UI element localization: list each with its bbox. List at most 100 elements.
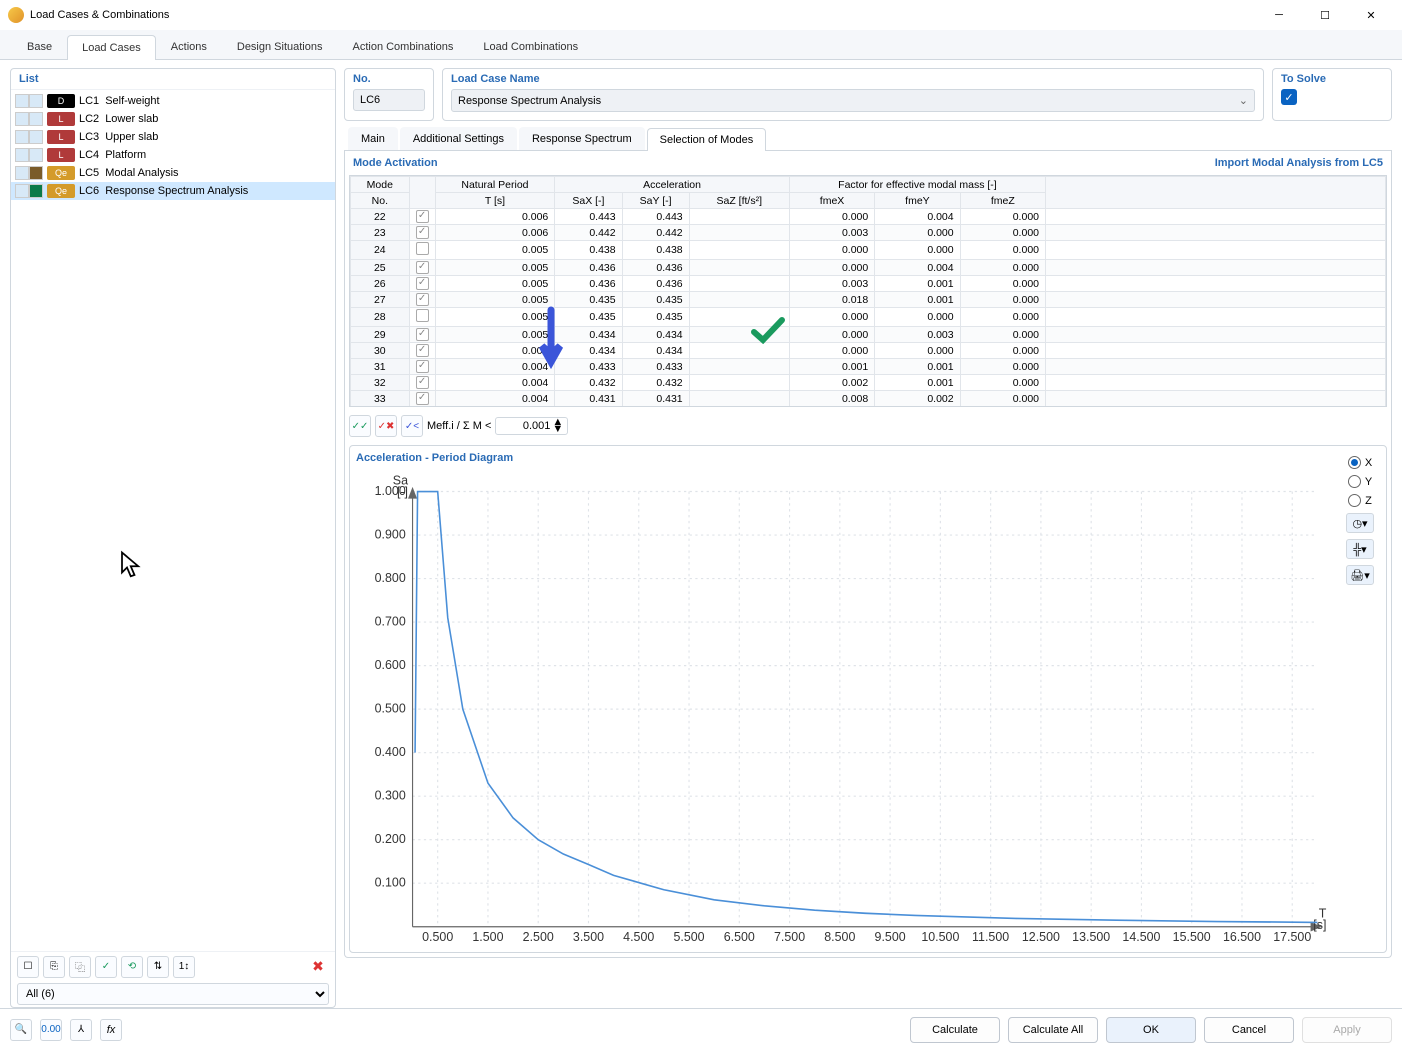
tab-load-combinations[interactable]: Load Combinations: [468, 34, 593, 59]
select-all-button[interactable]: ✓: [95, 956, 117, 978]
list-filter-select[interactable]: All (6): [17, 983, 329, 1005]
svg-text:0.100: 0.100: [375, 876, 406, 890]
mode-check-22[interactable]: [416, 210, 429, 223]
svg-text:10.500: 10.500: [921, 930, 959, 944]
search-button[interactable]: 🔍: [10, 1019, 32, 1041]
svg-text:12.500: 12.500: [1022, 930, 1060, 944]
mode-check-24[interactable]: [416, 242, 429, 255]
svg-text:16.500: 16.500: [1223, 930, 1261, 944]
tab-base[interactable]: Base: [12, 34, 67, 59]
units-button[interactable]: 0.00: [40, 1019, 62, 1041]
mode-check-33[interactable]: [416, 392, 429, 405]
cancel-button[interactable]: Cancel: [1204, 1017, 1294, 1043]
list-item-lc6[interactable]: QeLC6Response Spectrum Analysis: [11, 182, 335, 200]
tree-button[interactable]: ⅄: [70, 1019, 92, 1041]
svg-text:4.500: 4.500: [623, 930, 654, 944]
tab-actions[interactable]: Actions: [156, 34, 222, 59]
svg-text:0.500: 0.500: [375, 701, 406, 715]
svg-text:6.500: 6.500: [724, 930, 755, 944]
axis-icon[interactable]: ╬▾: [1346, 539, 1374, 559]
subtab-main[interactable]: Main: [348, 127, 398, 150]
subtab-response-spectrum[interactable]: Response Spectrum: [519, 127, 645, 150]
lc-name-dropdown[interactable]: Response Spectrum Analysis ⌄: [451, 89, 1255, 112]
mode-check-28[interactable]: [416, 309, 429, 322]
svg-text:17.500: 17.500: [1273, 930, 1311, 944]
list-item-lc5[interactable]: QeLC5Modal Analysis: [11, 164, 335, 182]
mode-check-32[interactable]: [416, 376, 429, 389]
insert-lc-button[interactable]: ⎘: [43, 956, 65, 978]
threshold-input[interactable]: ▲▼: [495, 417, 568, 435]
list-item-lc1[interactable]: DLC1Self-weight: [11, 92, 335, 110]
svg-text:0.300: 0.300: [375, 788, 406, 802]
mode-check-27[interactable]: [416, 293, 429, 306]
delete-lc-button[interactable]: ✖: [307, 956, 329, 978]
chart-title: Acceleration - Period Diagram: [356, 452, 1340, 464]
svg-text:0.700: 0.700: [375, 614, 406, 628]
print-icon[interactable]: 🖨▾: [1346, 565, 1374, 585]
copy-lc-button[interactable]: ⿻: [69, 956, 91, 978]
axis-radio-z[interactable]: Z: [1348, 494, 1372, 507]
svg-text:0.600: 0.600: [375, 658, 406, 672]
maximize-button[interactable]: ☐: [1302, 0, 1348, 30]
subtab-selection-of-modes[interactable]: Selection of Modes: [647, 128, 767, 151]
select-all-modes-button[interactable]: ✓✓: [349, 415, 371, 437]
svg-text:15.500: 15.500: [1173, 930, 1211, 944]
function-button[interactable]: fx: [100, 1019, 122, 1041]
svg-text:5.500: 5.500: [673, 930, 704, 944]
filter-modes-button[interactable]: ✓<: [401, 415, 423, 437]
svg-text:[-]: [-]: [397, 485, 408, 499]
renumber-button[interactable]: 1↕: [173, 956, 195, 978]
mode-check-23[interactable]: [416, 226, 429, 239]
svg-text:13.500: 13.500: [1072, 930, 1110, 944]
no-value[interactable]: LC6: [353, 89, 425, 111]
svg-text:0.200: 0.200: [375, 832, 406, 846]
deselect-button[interactable]: ⟲: [121, 956, 143, 978]
tab-design-situations[interactable]: Design Situations: [222, 34, 338, 59]
window-title: Load Cases & Combinations: [30, 9, 1256, 21]
new-lc-button[interactable]: ☐: [17, 956, 39, 978]
list-item-lc3[interactable]: LLC3Upper slab: [11, 128, 335, 146]
svg-text:14.500: 14.500: [1122, 930, 1160, 944]
svg-text:9.500: 9.500: [875, 930, 906, 944]
list-item-lc2[interactable]: LLC2Lower slab: [11, 110, 335, 128]
import-link[interactable]: Import Modal Analysis from LC5: [1215, 157, 1383, 169]
svg-text:2.500: 2.500: [523, 930, 554, 944]
svg-text:1.500: 1.500: [472, 930, 503, 944]
tab-action-combinations[interactable]: Action Combinations: [337, 34, 468, 59]
mode-check-30[interactable]: [416, 344, 429, 357]
sort-button[interactable]: ⇅: [147, 956, 169, 978]
svg-text:0.400: 0.400: [375, 745, 406, 759]
list-header: List: [11, 69, 335, 90]
deselect-modes-button[interactable]: ✓✖: [375, 415, 397, 437]
cursor-icon: [119, 550, 145, 587]
mode-check-29[interactable]: [416, 328, 429, 341]
minimize-button[interactable]: ─: [1256, 0, 1302, 30]
calculate-all-button[interactable]: Calculate All: [1008, 1017, 1098, 1043]
apply-button: Apply: [1302, 1017, 1392, 1043]
mode-check-26[interactable]: [416, 277, 429, 290]
svg-text:0.800: 0.800: [375, 571, 406, 585]
svg-text:8.500: 8.500: [824, 930, 855, 944]
svg-text:11.500: 11.500: [972, 930, 1009, 944]
list-item-lc4[interactable]: LLC4Platform: [11, 146, 335, 164]
close-button[interactable]: ✕: [1348, 0, 1394, 30]
svg-text:0.900: 0.900: [375, 527, 406, 541]
svg-text:7.500: 7.500: [774, 930, 805, 944]
clock-icon[interactable]: ◷▾: [1346, 513, 1374, 533]
svg-text:0.500: 0.500: [422, 930, 453, 944]
lc-name-label: Load Case Name: [451, 73, 1255, 85]
mode-check-25[interactable]: [416, 261, 429, 274]
section-title: Mode Activation: [353, 157, 438, 169]
mode-check-31[interactable]: [416, 360, 429, 373]
tab-load-cases[interactable]: Load Cases: [67, 35, 156, 60]
svg-text:[s]: [s]: [1313, 918, 1326, 932]
no-label: No.: [353, 73, 425, 85]
axis-radio-y[interactable]: Y: [1348, 475, 1372, 488]
threshold-label: Meff.i / Σ M <: [427, 420, 491, 432]
tosolve-checkbox[interactable]: ✓: [1281, 89, 1297, 105]
subtab-additional-settings[interactable]: Additional Settings: [400, 127, 517, 150]
axis-radio-x[interactable]: X: [1348, 456, 1372, 469]
calculate-button[interactable]: Calculate: [910, 1017, 1000, 1043]
tosolve-label: To Solve: [1281, 73, 1383, 85]
ok-button[interactable]: OK: [1106, 1017, 1196, 1043]
